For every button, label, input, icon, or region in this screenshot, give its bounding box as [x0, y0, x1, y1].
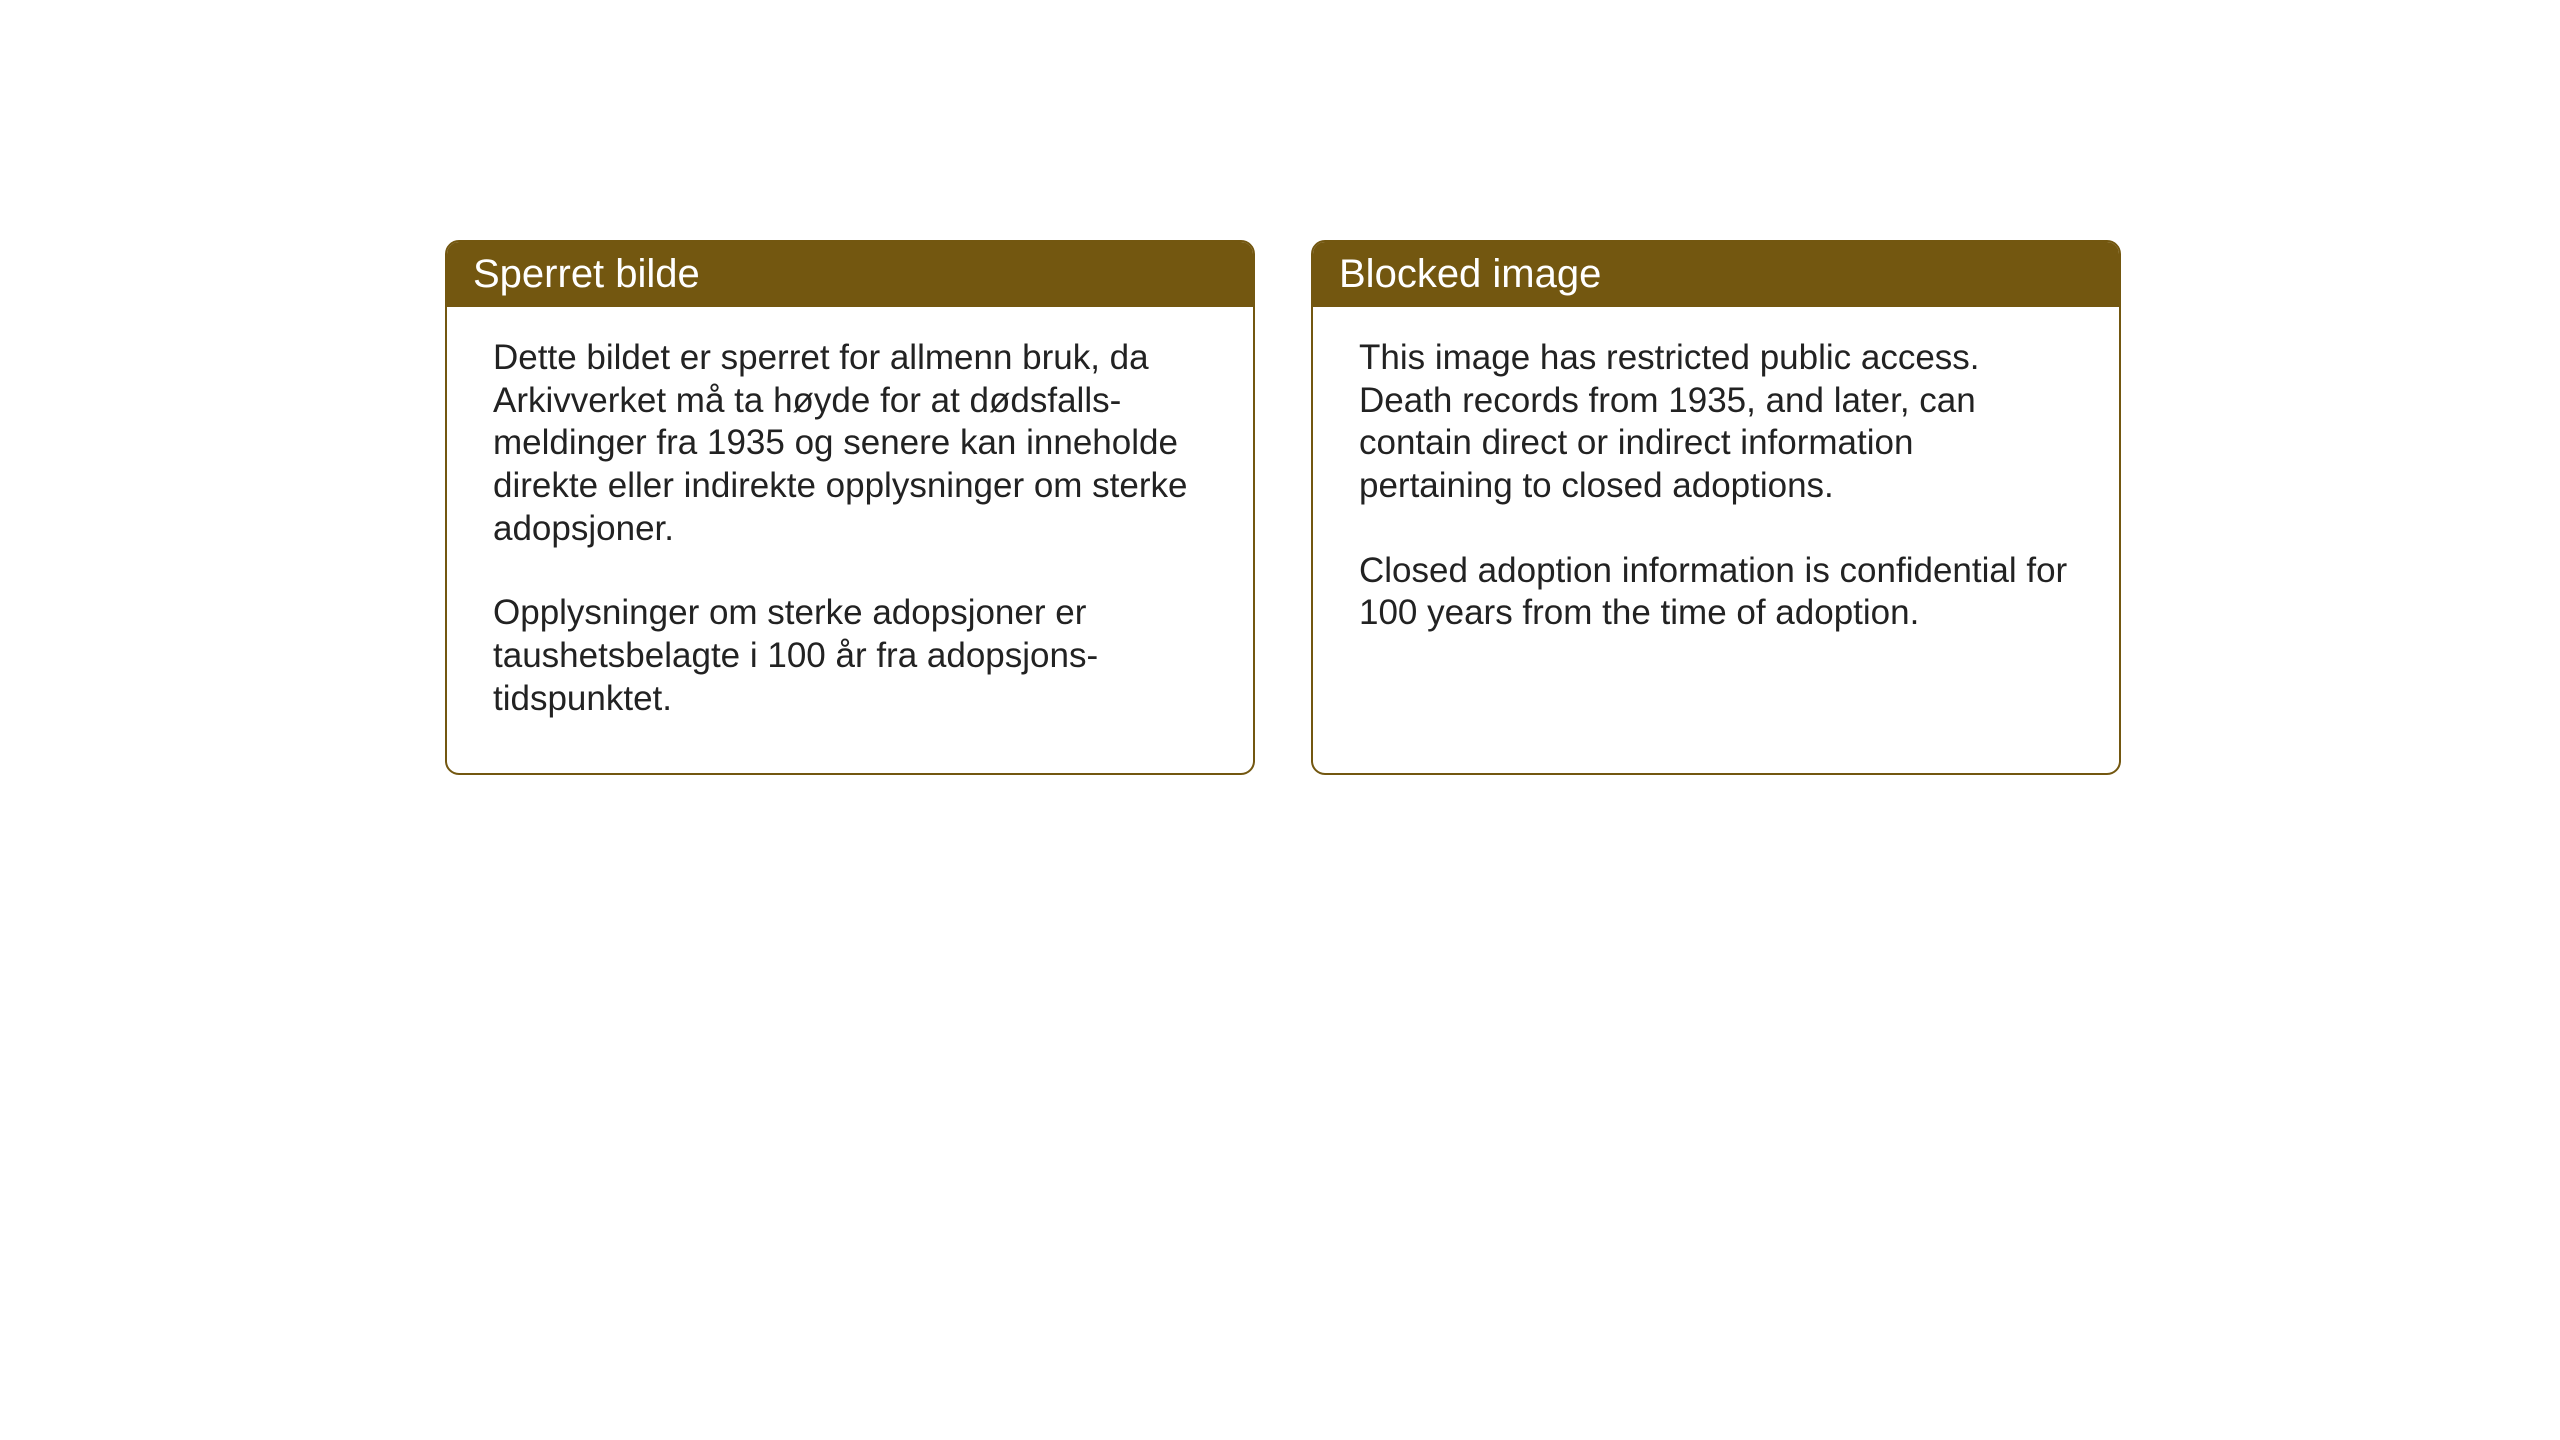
card-body-norwegian: Dette bildet er sperret for allmenn bruk… — [447, 307, 1253, 773]
card-paragraph-1-english: This image has restricted public access.… — [1359, 337, 2073, 508]
notice-container: Sperret bilde Dette bildet er sperret fo… — [445, 240, 2121, 775]
card-header-english: Blocked image — [1313, 242, 2119, 307]
card-title-norwegian: Sperret bilde — [473, 252, 700, 296]
card-title-english: Blocked image — [1339, 252, 1601, 296]
notice-card-norwegian: Sperret bilde Dette bildet er sperret fo… — [445, 240, 1255, 775]
notice-card-english: Blocked image This image has restricted … — [1311, 240, 2121, 775]
card-paragraph-2-english: Closed adoption information is confident… — [1359, 550, 2073, 635]
card-paragraph-2-norwegian: Opplysninger om sterke adopsjoner er tau… — [493, 592, 1207, 720]
card-body-english: This image has restricted public access.… — [1313, 307, 2119, 687]
card-paragraph-1-norwegian: Dette bildet er sperret for allmenn bruk… — [493, 337, 1207, 550]
card-header-norwegian: Sperret bilde — [447, 242, 1253, 307]
